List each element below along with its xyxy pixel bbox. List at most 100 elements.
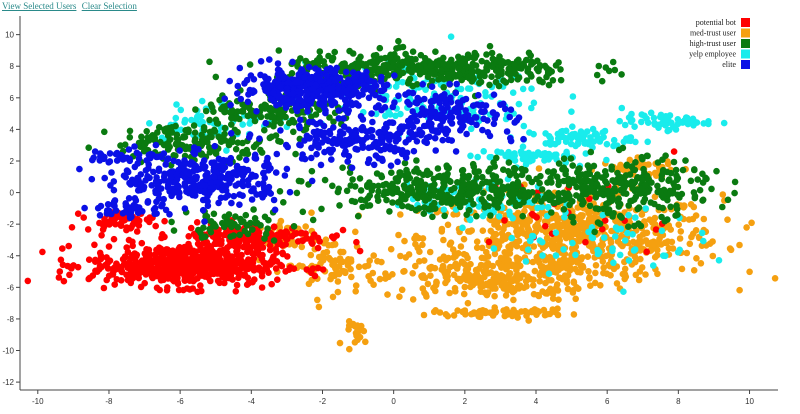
scatter-point[interactable] bbox=[548, 209, 555, 216]
scatter-point[interactable] bbox=[560, 196, 568, 203]
scatter-point[interactable] bbox=[159, 231, 166, 238]
scatter-point[interactable] bbox=[128, 276, 135, 283]
scatter-point[interactable] bbox=[230, 260, 238, 268]
scatter-point[interactable] bbox=[309, 240, 316, 247]
scatter-point[interactable] bbox=[434, 165, 442, 172]
scatter-point[interactable] bbox=[384, 72, 392, 79]
scatter-point[interactable] bbox=[265, 183, 273, 191]
scatter-point[interactable] bbox=[202, 107, 210, 115]
scatter-point[interactable] bbox=[267, 82, 274, 89]
scatter-point[interactable] bbox=[409, 108, 417, 115]
scatter-point[interactable] bbox=[654, 159, 662, 166]
scatter-point[interactable] bbox=[168, 124, 176, 131]
scatter-point[interactable] bbox=[366, 192, 374, 199]
scatter-point[interactable] bbox=[190, 181, 198, 188]
scatter-point[interactable] bbox=[251, 117, 259, 125]
scatter-point[interactable] bbox=[483, 59, 491, 67]
scatter-point[interactable] bbox=[206, 58, 213, 66]
scatter-point[interactable] bbox=[352, 228, 359, 236]
scatter-point[interactable] bbox=[228, 121, 235, 128]
scatter-point[interactable] bbox=[653, 172, 660, 179]
scatter-point[interactable] bbox=[96, 219, 103, 227]
scatter-point[interactable] bbox=[236, 201, 243, 208]
scatter-point[interactable] bbox=[334, 278, 342, 285]
scatter-point[interactable] bbox=[454, 307, 462, 314]
scatter-point[interactable] bbox=[336, 258, 344, 265]
scatter-point[interactable] bbox=[424, 205, 432, 213]
scatter-point[interactable] bbox=[404, 203, 412, 210]
scatter-point[interactable] bbox=[283, 165, 291, 173]
scatter-point[interactable] bbox=[543, 64, 550, 72]
scatter-point[interactable] bbox=[239, 139, 246, 147]
scatter-point[interactable] bbox=[474, 153, 482, 161]
scatter-point[interactable] bbox=[261, 235, 268, 242]
scatter-point[interactable] bbox=[307, 74, 314, 82]
scatter-point[interactable] bbox=[234, 82, 242, 90]
scatter-point[interactable] bbox=[529, 59, 537, 67]
scatter-point[interactable] bbox=[644, 138, 651, 146]
scatter-point[interactable] bbox=[232, 213, 239, 220]
scatter-point[interactable] bbox=[243, 156, 250, 164]
scatter-point[interactable] bbox=[155, 244, 163, 251]
scatter-point[interactable] bbox=[374, 197, 382, 204]
scatter-point[interactable] bbox=[442, 256, 450, 264]
scatter-point[interactable] bbox=[597, 135, 605, 142]
scatter-point[interactable] bbox=[172, 152, 179, 159]
scatter-point[interactable] bbox=[308, 154, 315, 162]
scatter-point[interactable] bbox=[490, 245, 498, 252]
scatter-point[interactable] bbox=[587, 282, 594, 290]
scatter-point[interactable] bbox=[494, 187, 501, 195]
scatter-point[interactable] bbox=[380, 62, 388, 69]
scatter-point[interactable] bbox=[302, 125, 310, 133]
scatter-point[interactable] bbox=[592, 194, 600, 201]
scatter-point[interactable] bbox=[55, 274, 63, 281]
scatter-point[interactable] bbox=[538, 186, 546, 193]
scatter-point[interactable] bbox=[289, 97, 296, 104]
scatter-point[interactable] bbox=[392, 83, 400, 90]
scatter-point[interactable] bbox=[636, 233, 643, 241]
scatter-point[interactable] bbox=[56, 268, 64, 275]
scatter-point[interactable] bbox=[305, 280, 313, 288]
scatter-point[interactable] bbox=[644, 240, 652, 248]
scatter-point[interactable] bbox=[440, 172, 448, 179]
scatter-point[interactable] bbox=[201, 182, 209, 189]
scatter-point[interactable] bbox=[666, 176, 673, 183]
scatter-point[interactable] bbox=[468, 310, 475, 318]
scatter-point[interactable] bbox=[290, 239, 297, 246]
scatter-point[interactable] bbox=[289, 58, 296, 66]
scatter-point[interactable] bbox=[183, 257, 190, 264]
scatter-point[interactable] bbox=[625, 223, 632, 230]
scatter-point[interactable] bbox=[674, 249, 682, 256]
scatter-point[interactable] bbox=[464, 51, 472, 58]
scatter-point[interactable] bbox=[528, 104, 535, 112]
scatter-point[interactable] bbox=[387, 162, 395, 169]
scatter-point[interactable] bbox=[428, 77, 436, 85]
scatter-point[interactable] bbox=[349, 176, 356, 183]
scatter-point[interactable] bbox=[559, 221, 566, 229]
scatter-point[interactable] bbox=[497, 195, 505, 202]
scatter-point[interactable] bbox=[599, 225, 606, 233]
scatter-point[interactable] bbox=[331, 262, 338, 270]
scatter-point[interactable] bbox=[585, 268, 592, 275]
scatter-point[interactable] bbox=[699, 197, 706, 204]
scatter-point[interactable] bbox=[460, 235, 468, 243]
scatter-point[interactable] bbox=[622, 172, 630, 179]
scatter-point[interactable] bbox=[551, 140, 559, 148]
scatter-point[interactable] bbox=[280, 74, 288, 82]
scatter-point[interactable] bbox=[137, 180, 145, 187]
scatter-point[interactable] bbox=[631, 123, 638, 130]
scatter-point[interactable] bbox=[347, 265, 354, 273]
scatter-point[interactable] bbox=[426, 248, 434, 256]
scatter-point[interactable] bbox=[651, 193, 659, 201]
scatter-point[interactable] bbox=[331, 68, 339, 76]
scatter-point[interactable] bbox=[325, 242, 332, 249]
scatter-point[interactable] bbox=[172, 141, 180, 148]
scatter-point[interactable] bbox=[543, 290, 551, 297]
scatter-point[interactable] bbox=[276, 188, 284, 195]
scatter-point[interactable] bbox=[185, 145, 193, 152]
scatter-point[interactable] bbox=[572, 251, 579, 259]
scatter-point[interactable] bbox=[212, 116, 220, 124]
scatter-point[interactable] bbox=[394, 158, 401, 166]
scatter-point[interactable] bbox=[416, 258, 423, 265]
scatter-point[interactable] bbox=[529, 258, 537, 266]
